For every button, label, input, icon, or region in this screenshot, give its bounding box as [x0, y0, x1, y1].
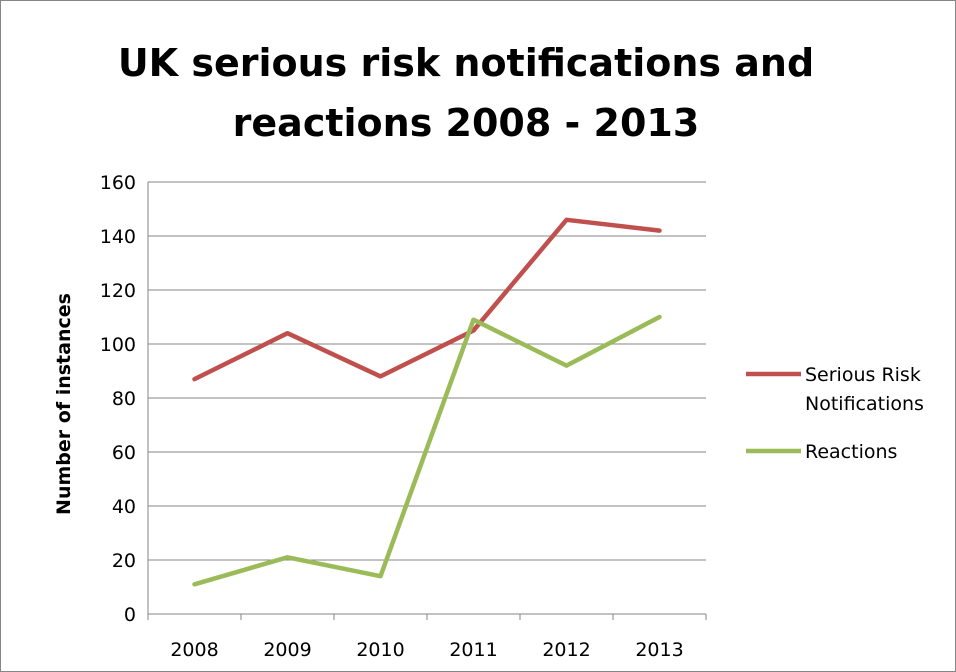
chart-title-line-1: UK serious risk notifications and: [117, 41, 815, 85]
series-line-2: [192, 314, 662, 587]
y-tick-label: 100: [100, 334, 136, 356]
y-tick-label: 80: [112, 388, 136, 410]
legend-label-2: Reactions: [805, 441, 897, 463]
y-tick-label: 40: [112, 496, 136, 518]
x-tick-label: 2011: [449, 639, 497, 661]
y-axis-title: Number of instances: [53, 293, 75, 515]
x-tick-label: 2009: [263, 639, 311, 661]
y-tick-label: 160: [100, 172, 136, 194]
y-tick-label: 20: [112, 550, 136, 572]
series-line-1: [192, 217, 662, 382]
y-tick-label: 140: [100, 226, 136, 248]
x-tick-label: 2008: [170, 639, 218, 661]
legend-label-1: Serious Risk: [805, 364, 921, 386]
y-tick-label: 60: [112, 442, 136, 464]
legend-label-1: Notifications: [805, 393, 924, 415]
x-tick-label: 2012: [542, 639, 590, 661]
y-tick-label: 0: [124, 604, 136, 626]
chart-title-line-2: reactions 2008 - 2013: [232, 101, 700, 145]
x-tick-label: 2013: [635, 639, 683, 661]
x-tick-label: 2010: [356, 639, 404, 661]
y-tick-label: 120: [100, 280, 136, 302]
chart-title: UK serious risk notifications and reacti…: [111, 33, 821, 153]
